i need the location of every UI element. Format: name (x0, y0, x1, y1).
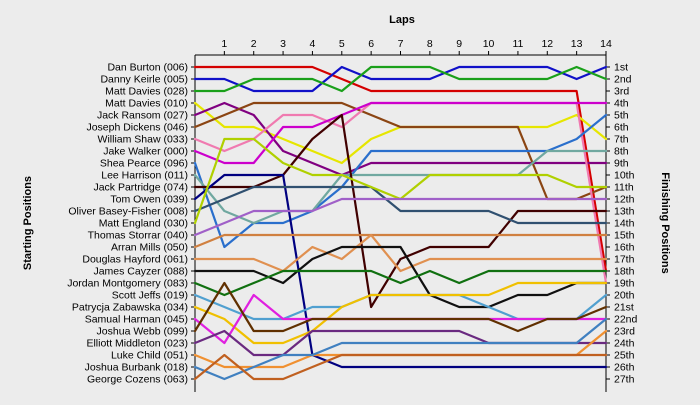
series-line (193, 233, 608, 273)
driver-label: Samual Harman (045) (85, 314, 188, 326)
finish-label: 14th (614, 218, 635, 230)
driver-label: Douglas Hayford (061) (82, 254, 188, 266)
driver-label: Scott Jeffs (019) (112, 290, 188, 302)
series-line (193, 281, 608, 333)
finish-label: 21st (614, 302, 634, 314)
driver-label: Shea Pearce (096) (100, 158, 188, 170)
driver-label: Joshua Burbank (018) (85, 362, 188, 374)
driver-label: William Shaw (033) (98, 134, 188, 146)
finish-label: 26th (614, 362, 635, 374)
y-axis-title-left: Starting Positions (22, 176, 34, 270)
driver-label: Elliott Middleton (023) (86, 338, 188, 350)
finish-label: 27th (614, 374, 635, 386)
finish-label: 17th (614, 254, 635, 266)
series-line (193, 101, 608, 165)
finish-label: 9th (614, 158, 629, 170)
series-line (193, 65, 608, 273)
finish-label: 10th (614, 170, 635, 182)
driver-label: Oliver Basey-Fisher (008) (68, 206, 188, 218)
finish-label: 4th (614, 98, 629, 110)
finish-label: 19th (614, 278, 635, 290)
driver-label: Jake Walker (000) (103, 146, 188, 158)
finish-label: 18th (614, 266, 635, 278)
series-line (193, 113, 608, 249)
series-line (193, 113, 608, 309)
finish-label: 16th (614, 242, 635, 254)
driver-label: Thomas Storrar (040) (88, 230, 188, 242)
finish-label: 3rd (614, 86, 629, 98)
finish-label: 8th (614, 146, 629, 158)
driver-label: Tom Owen (039) (110, 194, 188, 206)
finish-label: 1st (614, 62, 628, 74)
series-line (193, 269, 608, 297)
driver-label: Lee Harrison (011) (101, 170, 188, 182)
series-line (193, 197, 608, 237)
driver-label: George Cozens (063) (87, 374, 188, 386)
driver-label: Danny Keirle (005) (100, 74, 188, 86)
driver-label: Matt Davies (028) (105, 86, 188, 98)
series-line (193, 65, 608, 93)
finish-label: 22nd (614, 314, 638, 326)
finish-label: 2nd (614, 74, 632, 86)
series-line (193, 173, 608, 369)
lap-tick-label: 2 (251, 38, 257, 50)
driver-label: Matt Davies (010) (105, 98, 188, 110)
lap-tick-label: 7 (398, 38, 404, 50)
driver-label: Patrycja Zabawska (034) (72, 302, 188, 314)
series-line (193, 65, 608, 93)
finish-label: 25th (614, 350, 635, 362)
lap-tick-label: 9 (456, 38, 462, 50)
series-line (193, 281, 608, 345)
driver-label: Joshua Webb (099) (97, 326, 188, 338)
y-axis-title-right: Finishing Positions (659, 172, 671, 273)
driver-label: James Cayzer (088) (93, 266, 188, 278)
x-axis-title: Laps (389, 14, 415, 26)
lap-tick-label: 4 (310, 38, 316, 50)
driver-label: Jordan Montgomery (083) (67, 278, 188, 290)
series-lines (193, 65, 608, 381)
series-line (193, 149, 608, 225)
finish-label: 6th (614, 122, 629, 134)
driver-label: Luke Child (051) (111, 350, 188, 362)
finish-label: 5th (614, 110, 629, 122)
finish-label: 23rd (614, 326, 635, 338)
lap-tick-label: 10 (483, 38, 495, 50)
finish-label: 20th (614, 290, 635, 302)
finish-label: 7th (614, 134, 629, 146)
finish-label: 13th (614, 206, 635, 218)
series-line (193, 245, 608, 309)
driver-label: Joseph Dickens (046) (86, 122, 188, 134)
finish-label: 12th (614, 194, 635, 206)
driver-label: Arran Mills (050) (111, 242, 188, 254)
lap-tick-label: 5 (339, 38, 345, 50)
lap-tick-label: 3 (280, 38, 286, 50)
lap-tick-label: 6 (368, 38, 374, 50)
lap-tick-label: 1 (221, 38, 227, 50)
lap-tick-label: 8 (427, 38, 433, 50)
lap-tick-label: 13 (571, 38, 583, 50)
series-line (193, 185, 608, 225)
driver-label: Jack Partridge (074) (93, 182, 188, 194)
series-line (193, 317, 608, 381)
driver-label: Dan Burton (006) (107, 62, 188, 74)
lap-tick-label: 14 (600, 38, 612, 50)
driver-label: Jack Ransom (027) (97, 110, 188, 122)
driver-label: Matt England (030) (99, 218, 188, 230)
finish-label: 15th (614, 230, 635, 242)
finish-label: 11th (614, 182, 634, 194)
series-line (193, 353, 608, 381)
lap-tick-label: 11 (512, 38, 523, 50)
lap-tick-label: 12 (541, 38, 553, 50)
series-line (193, 101, 608, 177)
series-line (193, 233, 608, 249)
finish-label: 24th (614, 338, 635, 350)
